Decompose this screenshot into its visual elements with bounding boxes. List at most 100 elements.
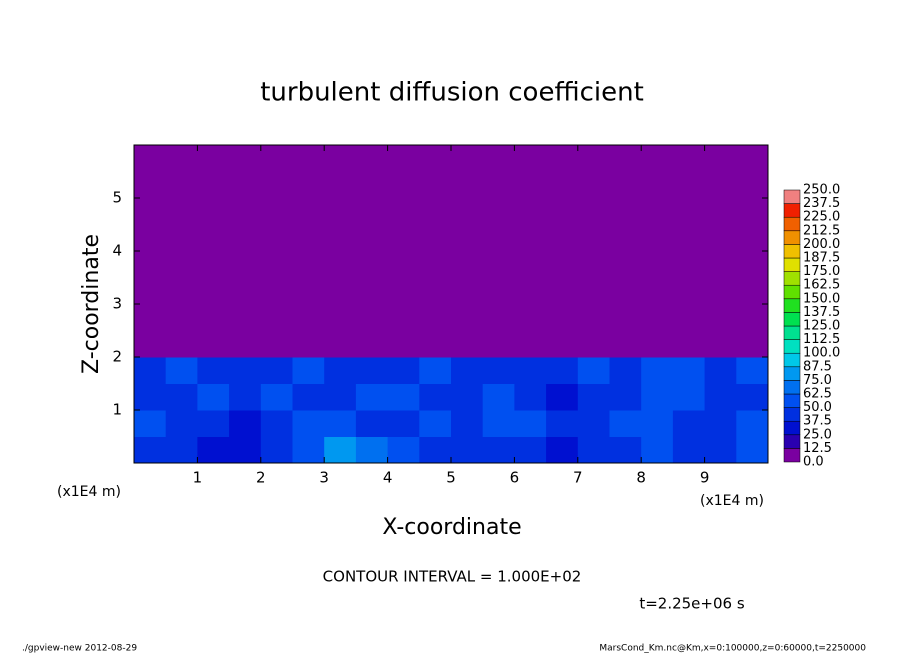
y-tick-label: 3	[112, 295, 122, 313]
x-tick-label: 4	[383, 469, 393, 487]
colorbar-label: 37.5	[803, 414, 832, 429]
colorbar-box	[783, 325, 801, 340]
y-unit: (x1E4 m)	[57, 484, 121, 500]
colorbar-box	[783, 189, 801, 204]
colorbar-box	[783, 244, 801, 259]
field-cell	[419, 357, 452, 384]
field-cell	[514, 357, 547, 384]
field-cell	[419, 436, 452, 464]
field-cell	[260, 357, 293, 384]
field-cell	[197, 357, 230, 384]
field-cell	[546, 436, 579, 464]
field-cell	[609, 357, 642, 384]
colorbar-box	[783, 407, 801, 422]
colorbar-label: 75.0	[803, 373, 832, 388]
field-cell	[736, 410, 769, 437]
colorbar-label: 225.0	[803, 210, 840, 225]
field-cell	[482, 410, 515, 437]
field-cell	[229, 410, 262, 437]
x-tick-label: 8	[636, 469, 646, 487]
field-cell	[134, 357, 167, 384]
contour-interval: CONTOUR INTERVAL = 1.000E+02	[323, 568, 582, 586]
y-tick-label: 1	[112, 401, 122, 419]
field-cell	[134, 410, 167, 437]
field-cell	[704, 383, 737, 411]
field-cell	[641, 410, 674, 437]
y-tick-label: 2	[112, 348, 122, 366]
field-cell	[260, 383, 293, 411]
colorbar-label: 137.5	[803, 305, 840, 320]
field-cell	[609, 383, 642, 411]
field-cell	[482, 145, 515, 358]
colorbar-label: 25.0	[803, 427, 832, 442]
colorbar-box	[783, 312, 801, 327]
field-cell	[134, 436, 167, 464]
field-cell	[355, 357, 389, 384]
x-tick-label: 1	[193, 469, 203, 487]
field-cell	[609, 410, 642, 437]
x-tick-label: 5	[446, 469, 456, 487]
field-cell	[672, 383, 706, 411]
field-cell	[514, 145, 547, 358]
colorbar-label: 237.5	[803, 196, 840, 211]
field-cell	[577, 383, 610, 411]
footer-left: ./gpview-new 2012-08-29	[22, 644, 137, 654]
field-cell	[419, 383, 452, 411]
field-cell	[292, 357, 325, 384]
field-cell	[736, 383, 769, 411]
field-cell	[514, 410, 547, 437]
field-cell	[387, 357, 420, 384]
x-axis-label: X-coordinate	[382, 515, 521, 540]
colorbar-box	[783, 434, 801, 449]
field-cell	[577, 436, 610, 464]
field-cell	[546, 410, 579, 437]
y-tick-label: 4	[112, 242, 122, 260]
y-tick-label: 5	[112, 189, 122, 207]
colorbar-box	[783, 284, 801, 300]
field-cell	[577, 410, 610, 437]
field-cell	[324, 145, 357, 358]
colorbar-label: 100.0	[803, 346, 840, 361]
field-cell	[387, 410, 420, 437]
field-cell	[387, 383, 420, 411]
colorbar-label: 125.0	[803, 319, 840, 334]
field-cell	[260, 436, 293, 464]
colorbar-box	[783, 420, 801, 436]
field-cell	[641, 436, 674, 464]
colorbar-label: 50.0	[803, 400, 832, 415]
field-cell	[672, 436, 706, 464]
field-cell	[134, 383, 167, 411]
colorbar-label: 250.0	[803, 183, 840, 198]
field-cell	[736, 357, 769, 384]
colorbar-label: 162.5	[803, 278, 840, 293]
field-cell	[229, 357, 262, 384]
colorbar-box	[783, 339, 801, 354]
field-cell	[355, 145, 389, 358]
field-cell	[292, 145, 325, 358]
field-cell	[229, 383, 262, 411]
field-cell	[387, 436, 420, 464]
x-tick-label: 7	[573, 469, 583, 487]
field-cell	[451, 145, 484, 358]
colorbar-box	[783, 380, 801, 395]
field-cell	[355, 383, 389, 411]
field-cell	[546, 145, 579, 358]
field-cell	[419, 145, 452, 358]
colorbar-label: 212.5	[803, 223, 840, 238]
field-cell	[229, 436, 262, 464]
colorbar-box	[783, 366, 801, 381]
colorbar-label: 112.5	[803, 332, 840, 347]
colorbar-box	[783, 203, 801, 218]
field-cell	[514, 383, 547, 411]
field-cell	[292, 383, 325, 411]
field-cell	[165, 410, 198, 437]
field-cell	[197, 145, 230, 358]
colorbar-box	[783, 393, 801, 408]
field-cell	[355, 410, 389, 437]
x-tick-label: 9	[700, 469, 710, 487]
field-cell	[229, 145, 262, 358]
colorbar-label: 150.0	[803, 291, 840, 306]
colorbar-label: 12.5	[803, 441, 832, 456]
field-cell	[704, 145, 737, 358]
